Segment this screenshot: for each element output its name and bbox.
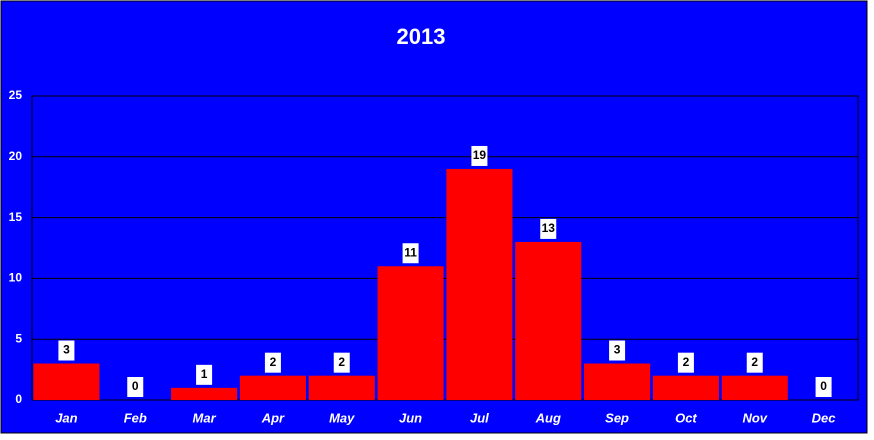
x-tick-label: Apr [261, 410, 285, 425]
bar [33, 363, 100, 400]
x-tick-label: Feb [124, 410, 147, 425]
value-label: 19 [473, 148, 487, 162]
bar [515, 241, 582, 400]
x-tick-label: Dec [812, 410, 837, 425]
y-tick-label: 20 [9, 149, 23, 163]
value-label: 2 [683, 355, 690, 369]
value-label-box [127, 377, 144, 397]
bar [652, 375, 719, 400]
x-tick-label: Nov [742, 410, 767, 425]
x-tick-label: Sep [605, 410, 629, 425]
x-tick-label: Oct [675, 410, 697, 425]
x-tick-label: May [329, 410, 355, 425]
value-label: 13 [542, 221, 556, 235]
chart-title: 2013 [397, 24, 446, 49]
value-label: 2 [751, 355, 758, 369]
x-tick-label: Aug [535, 410, 561, 425]
value-label-box [471, 145, 488, 166]
value-label-box [609, 340, 626, 361]
y-tick-label: 25 [9, 88, 23, 102]
x-tick-label: Mar [193, 410, 217, 425]
value-label: 0 [820, 379, 827, 393]
x-tick-label: Jul [470, 410, 489, 425]
y-tick-label: 5 [15, 331, 22, 345]
value-label-box [196, 364, 213, 385]
value-label-box [264, 352, 281, 373]
value-label: 2 [338, 355, 345, 369]
value-label: 3 [63, 343, 70, 357]
value-label-box [815, 377, 832, 397]
value-label: 1 [201, 367, 208, 381]
bar [446, 168, 513, 400]
bar [584, 363, 651, 400]
value-label-box [402, 243, 419, 264]
bar [721, 375, 788, 400]
bar [171, 387, 238, 400]
bar [377, 266, 444, 400]
plot-area [31, 95, 859, 401]
value-label: 2 [270, 355, 277, 369]
bar [308, 375, 375, 400]
value-label-box [58, 340, 75, 361]
value-label-box [677, 352, 694, 373]
y-tick-label: 0 [15, 392, 22, 406]
value-label-box [333, 352, 350, 373]
value-label: 0 [132, 379, 139, 393]
x-tick-label: Jan [55, 410, 77, 425]
y-tick-label: 15 [9, 210, 23, 224]
value-label: 11 [404, 245, 417, 259]
y-tick-label: 10 [9, 271, 23, 285]
value-label-box [540, 218, 557, 239]
x-tick-label: Jun [399, 410, 422, 425]
bar [239, 375, 306, 400]
value-label: 3 [614, 343, 621, 357]
value-label-box [746, 352, 763, 373]
